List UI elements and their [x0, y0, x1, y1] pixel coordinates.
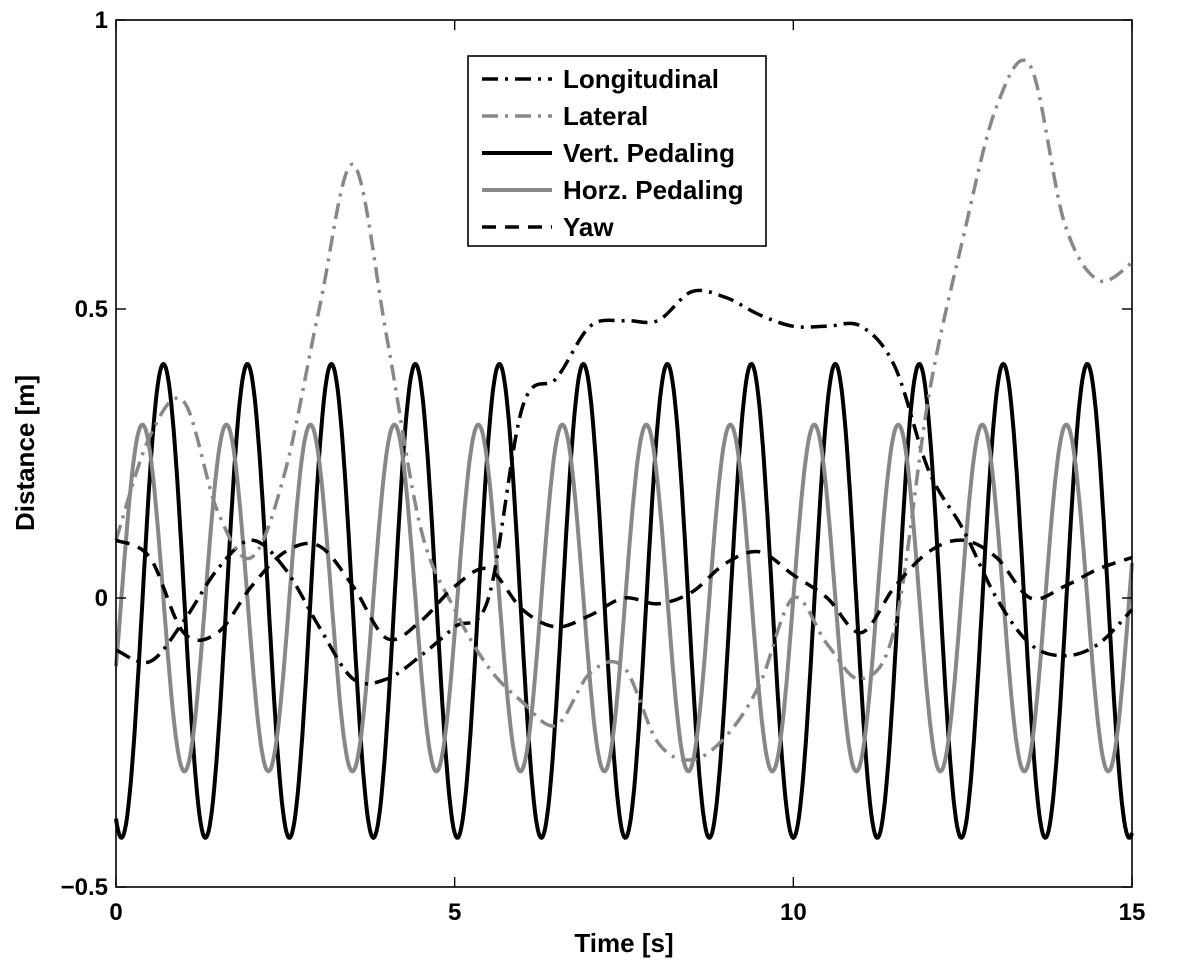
legend-items: Longitudinal Lateral Vert. Pedaling Horz. P…: [482, 64, 744, 242]
legend-label: Longitudinal: [563, 64, 719, 94]
y-tick-label: 0: [95, 585, 108, 612]
series-line-vert-pedaling: [114, 361, 1134, 840]
x-axis-label: Time [s]: [574, 928, 673, 958]
legend: Longitudinal Lateral Vert. Pedaling Horz. P…: [467, 55, 767, 247]
y-tick-label: −0.5: [61, 874, 108, 901]
legend-label: Lateral: [563, 101, 648, 131]
series-layer: [114, 58, 1134, 840]
y-tick-label: 0.5: [75, 296, 108, 323]
x-tick-label: 0: [109, 899, 122, 926]
x-tick-label: 5: [448, 899, 461, 926]
legend-label: Vert. Pedaling: [563, 138, 735, 168]
series-line-yaw: [115, 538, 1133, 643]
legend-label: Yaw: [563, 212, 614, 242]
ticks-layer: 0 5 10 15−0.500.51: [61, 7, 1146, 926]
series-line-lateral: [114, 58, 1133, 762]
y-axis-label: Distance [m]: [10, 375, 40, 531]
x-tick-label: 10: [780, 899, 807, 926]
series-line-longitudinal: [115, 288, 1134, 686]
plot-frame: [115, 19, 1133, 888]
y-tick-label: 1: [95, 7, 108, 34]
legend-label: Horz. Pedaling: [563, 175, 744, 205]
x-tick-label: 15: [1119, 899, 1146, 926]
series-line-horz-pedaling: [114, 422, 1134, 774]
